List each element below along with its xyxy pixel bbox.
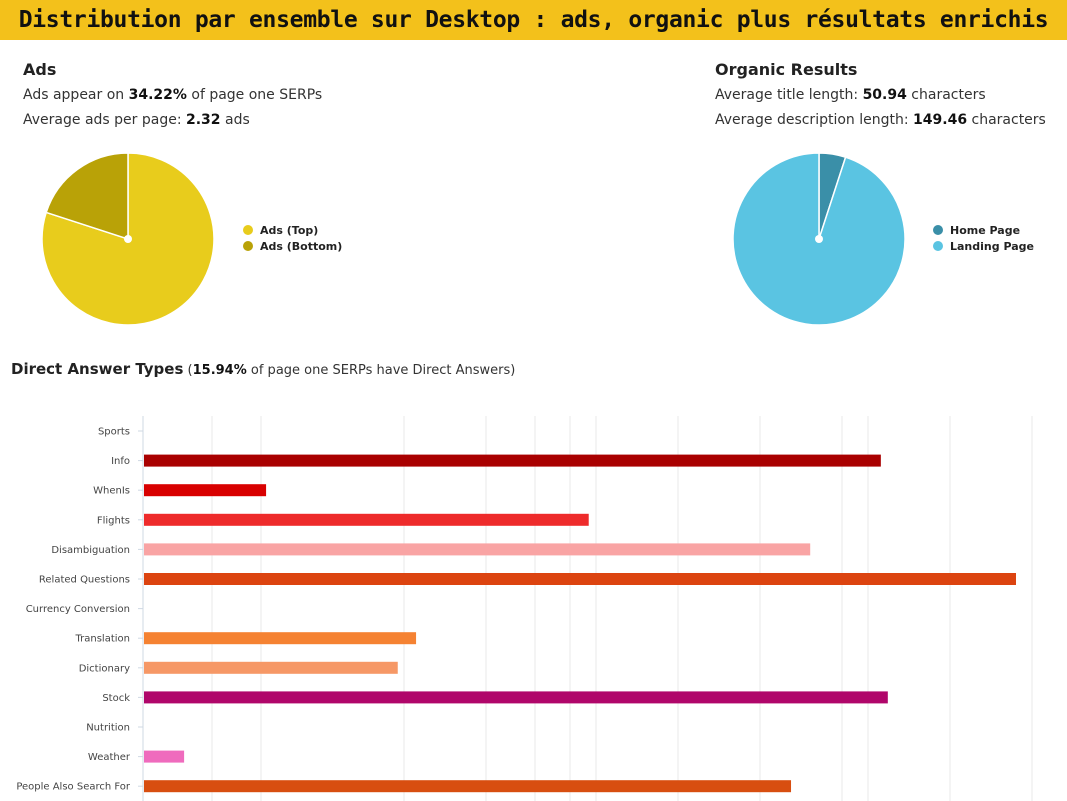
- y-tick-label: Currency Conversion: [26, 604, 130, 615]
- organic-title-length-stat: Average title length: 50.94 characters: [715, 87, 986, 103]
- legend-swatch: [243, 241, 253, 251]
- legend-item-ads-top[interactable]: Ads (Top): [243, 222, 342, 238]
- ads-appear-stat: Ads appear on 34.22% of page one SERPs: [23, 87, 323, 103]
- ads-average-stat: Average ads per page: 2.32 ads: [23, 112, 250, 128]
- y-tick-label: Disambiguation: [51, 545, 130, 556]
- ads-title: Ads: [23, 60, 57, 79]
- legend-swatch: [243, 225, 253, 235]
- organic-description-length-stat: Average description length: 149.46 chara…: [715, 112, 1046, 128]
- ads-pie-chart: [41, 152, 215, 326]
- bar-flights[interactable]: [144, 513, 589, 526]
- y-tick-label: Dictionary: [79, 663, 130, 674]
- organic-legend: Home Page Landing Page: [933, 222, 1034, 254]
- y-tick-label: People Also Search For: [16, 782, 131, 793]
- legend-item-ads-bottom[interactable]: Ads (Bottom): [243, 238, 342, 254]
- ads-pie-center-dot: [124, 235, 132, 243]
- y-tick-label: Info: [111, 456, 130, 467]
- bar-info[interactable]: [144, 454, 881, 467]
- y-tick-label: Weather: [88, 752, 131, 763]
- legend-item-home-page[interactable]: Home Page: [933, 222, 1034, 238]
- bar-weather[interactable]: [144, 750, 185, 763]
- bar-whenis[interactable]: [144, 484, 267, 497]
- legend-item-landing-page[interactable]: Landing Page: [933, 238, 1034, 254]
- bar-people-also-search-for[interactable]: [144, 780, 792, 793]
- organic-pie-chart: [732, 152, 906, 326]
- ads-legend: Ads (Top) Ads (Bottom): [243, 222, 342, 254]
- ads-pie-slice-ads-bottom[interactable]: [45, 152, 129, 241]
- bar-dictionary[interactable]: [144, 661, 398, 674]
- y-tick-label: WhenIs: [93, 486, 130, 497]
- y-tick-label: Flights: [97, 515, 130, 526]
- y-tick-label: Related Questions: [39, 575, 130, 586]
- bar-related-questions[interactable]: [144, 573, 1016, 585]
- y-tick-label: Stock: [102, 693, 130, 704]
- direct-answers-heading: Direct Answer Types (15.94% of page one …: [11, 360, 516, 378]
- page-title: Distribution par ensemble sur Desktop : …: [18, 7, 1049, 33]
- legend-swatch: [933, 225, 943, 235]
- bar-translation[interactable]: [144, 632, 417, 645]
- bar-stock[interactable]: [144, 691, 888, 704]
- legend-swatch: [933, 241, 943, 251]
- organic-title: Organic Results: [715, 60, 858, 79]
- title-banner: Distribution par ensemble sur Desktop : …: [0, 0, 1067, 40]
- y-tick-label: Translation: [75, 634, 131, 645]
- direct-answer-bar-chart: Sports Info WhenIs Flights Disambiguation Rel…: [16, 416, 1033, 801]
- y-tick-label: Sports: [98, 427, 130, 438]
- organic-pie-center-dot: [815, 235, 823, 243]
- y-tick-label: Nutrition: [86, 723, 130, 734]
- bar-disambiguation[interactable]: [144, 543, 811, 556]
